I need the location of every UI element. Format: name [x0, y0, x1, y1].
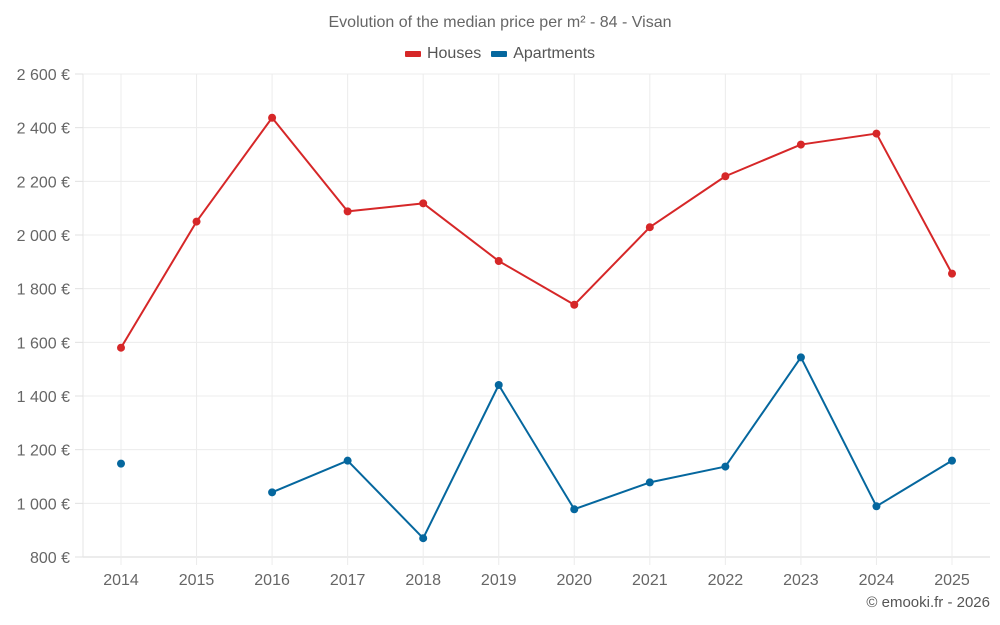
- data-point-apartments[interactable]: [796, 353, 805, 362]
- y-tick-label: 2 600 €: [17, 67, 70, 84]
- data-point-apartments[interactable]: [872, 502, 881, 511]
- data-point-apartments[interactable]: [268, 488, 277, 497]
- data-point-houses[interactable]: [268, 113, 277, 122]
- data-point-houses[interactable]: [117, 343, 125, 352]
- x-tick-label: 2019: [481, 572, 517, 589]
- y-tick-label: 2 200 €: [17, 174, 70, 191]
- data-point-houses[interactable]: [343, 207, 352, 216]
- series-apartments: [117, 353, 956, 543]
- x-tick-label: 2025: [934, 572, 970, 589]
- data-point-houses[interactable]: [192, 217, 201, 226]
- x-tick-label: 2017: [330, 572, 366, 589]
- data-point-houses[interactable]: [948, 269, 956, 278]
- data-point-apartments[interactable]: [948, 456, 956, 465]
- legend-swatch-apartments: [491, 51, 508, 57]
- data-point-houses[interactable]: [645, 223, 654, 232]
- data-point-houses[interactable]: [796, 140, 805, 149]
- data-point-apartments[interactable]: [419, 534, 428, 543]
- x-tick-label: 2020: [556, 572, 592, 589]
- data-point-apartments[interactable]: [570, 505, 579, 514]
- data-point-apartments[interactable]: [721, 462, 730, 471]
- y-axis: 800 € 1 000 € 1 200 € 1 400 € 1 600 € 1 800 €…: [17, 67, 83, 567]
- legend-item-houses[interactable]: Houses: [404, 45, 482, 63]
- series-houses: [117, 113, 956, 352]
- data-point-apartments[interactable]: [645, 478, 654, 487]
- y-tick-label: 1 400 €: [17, 389, 70, 406]
- grid: [82, 73, 990, 565]
- data-point-apartments[interactable]: [494, 380, 503, 389]
- x-tick-label: 2024: [859, 572, 895, 589]
- x-tick-label: 2022: [708, 572, 744, 589]
- legend-label-houses: Houses: [426, 45, 482, 62]
- y-tick-label: 1 600 €: [17, 335, 70, 352]
- series-line-houses: [120, 116, 953, 349]
- x-tick-label: 2023: [783, 572, 819, 589]
- x-tick-label: 2018: [405, 572, 441, 589]
- legend: Houses Apartments: [0, 45, 1000, 63]
- y-tick-label: 2 400 €: [17, 121, 70, 138]
- y-tick-label: 2 000 €: [17, 228, 70, 245]
- x-tick-label: 2021: [632, 572, 668, 589]
- data-point-houses[interactable]: [872, 129, 881, 138]
- series-line-apartments: [271, 356, 953, 540]
- y-tick-label: 1 800 €: [17, 282, 70, 299]
- legend-item-apartments[interactable]: Apartments: [491, 45, 595, 63]
- x-axis: 2014 2015 2016 2017 2018 2019 2020 2021 2022 2023…: [103, 572, 970, 589]
- data-point-houses[interactable]: [721, 172, 730, 181]
- chart-title: Evolution of the median price per m² - 8…: [328, 14, 672, 31]
- credit-text: © emooki.fr - 2026: [866, 594, 990, 611]
- y-tick-label: 800 €: [30, 550, 70, 567]
- x-tick-label: 2014: [103, 572, 139, 589]
- data-point-apartments[interactable]: [343, 456, 352, 465]
- y-tick-label: 1 000 €: [17, 496, 70, 513]
- data-point-houses[interactable]: [419, 199, 428, 208]
- series-group: [117, 113, 956, 543]
- data-point-houses[interactable]: [494, 257, 503, 266]
- data-point-houses[interactable]: [570, 300, 579, 309]
- x-tick-label: 2016: [254, 572, 290, 589]
- x-tick-label: 2015: [179, 572, 215, 589]
- y-tick-label: 1 200 €: [17, 443, 70, 460]
- legend-swatch-houses: [404, 51, 421, 57]
- legend-label-apartments: Apartments: [513, 45, 596, 62]
- data-point-apartments[interactable]: [117, 459, 125, 468]
